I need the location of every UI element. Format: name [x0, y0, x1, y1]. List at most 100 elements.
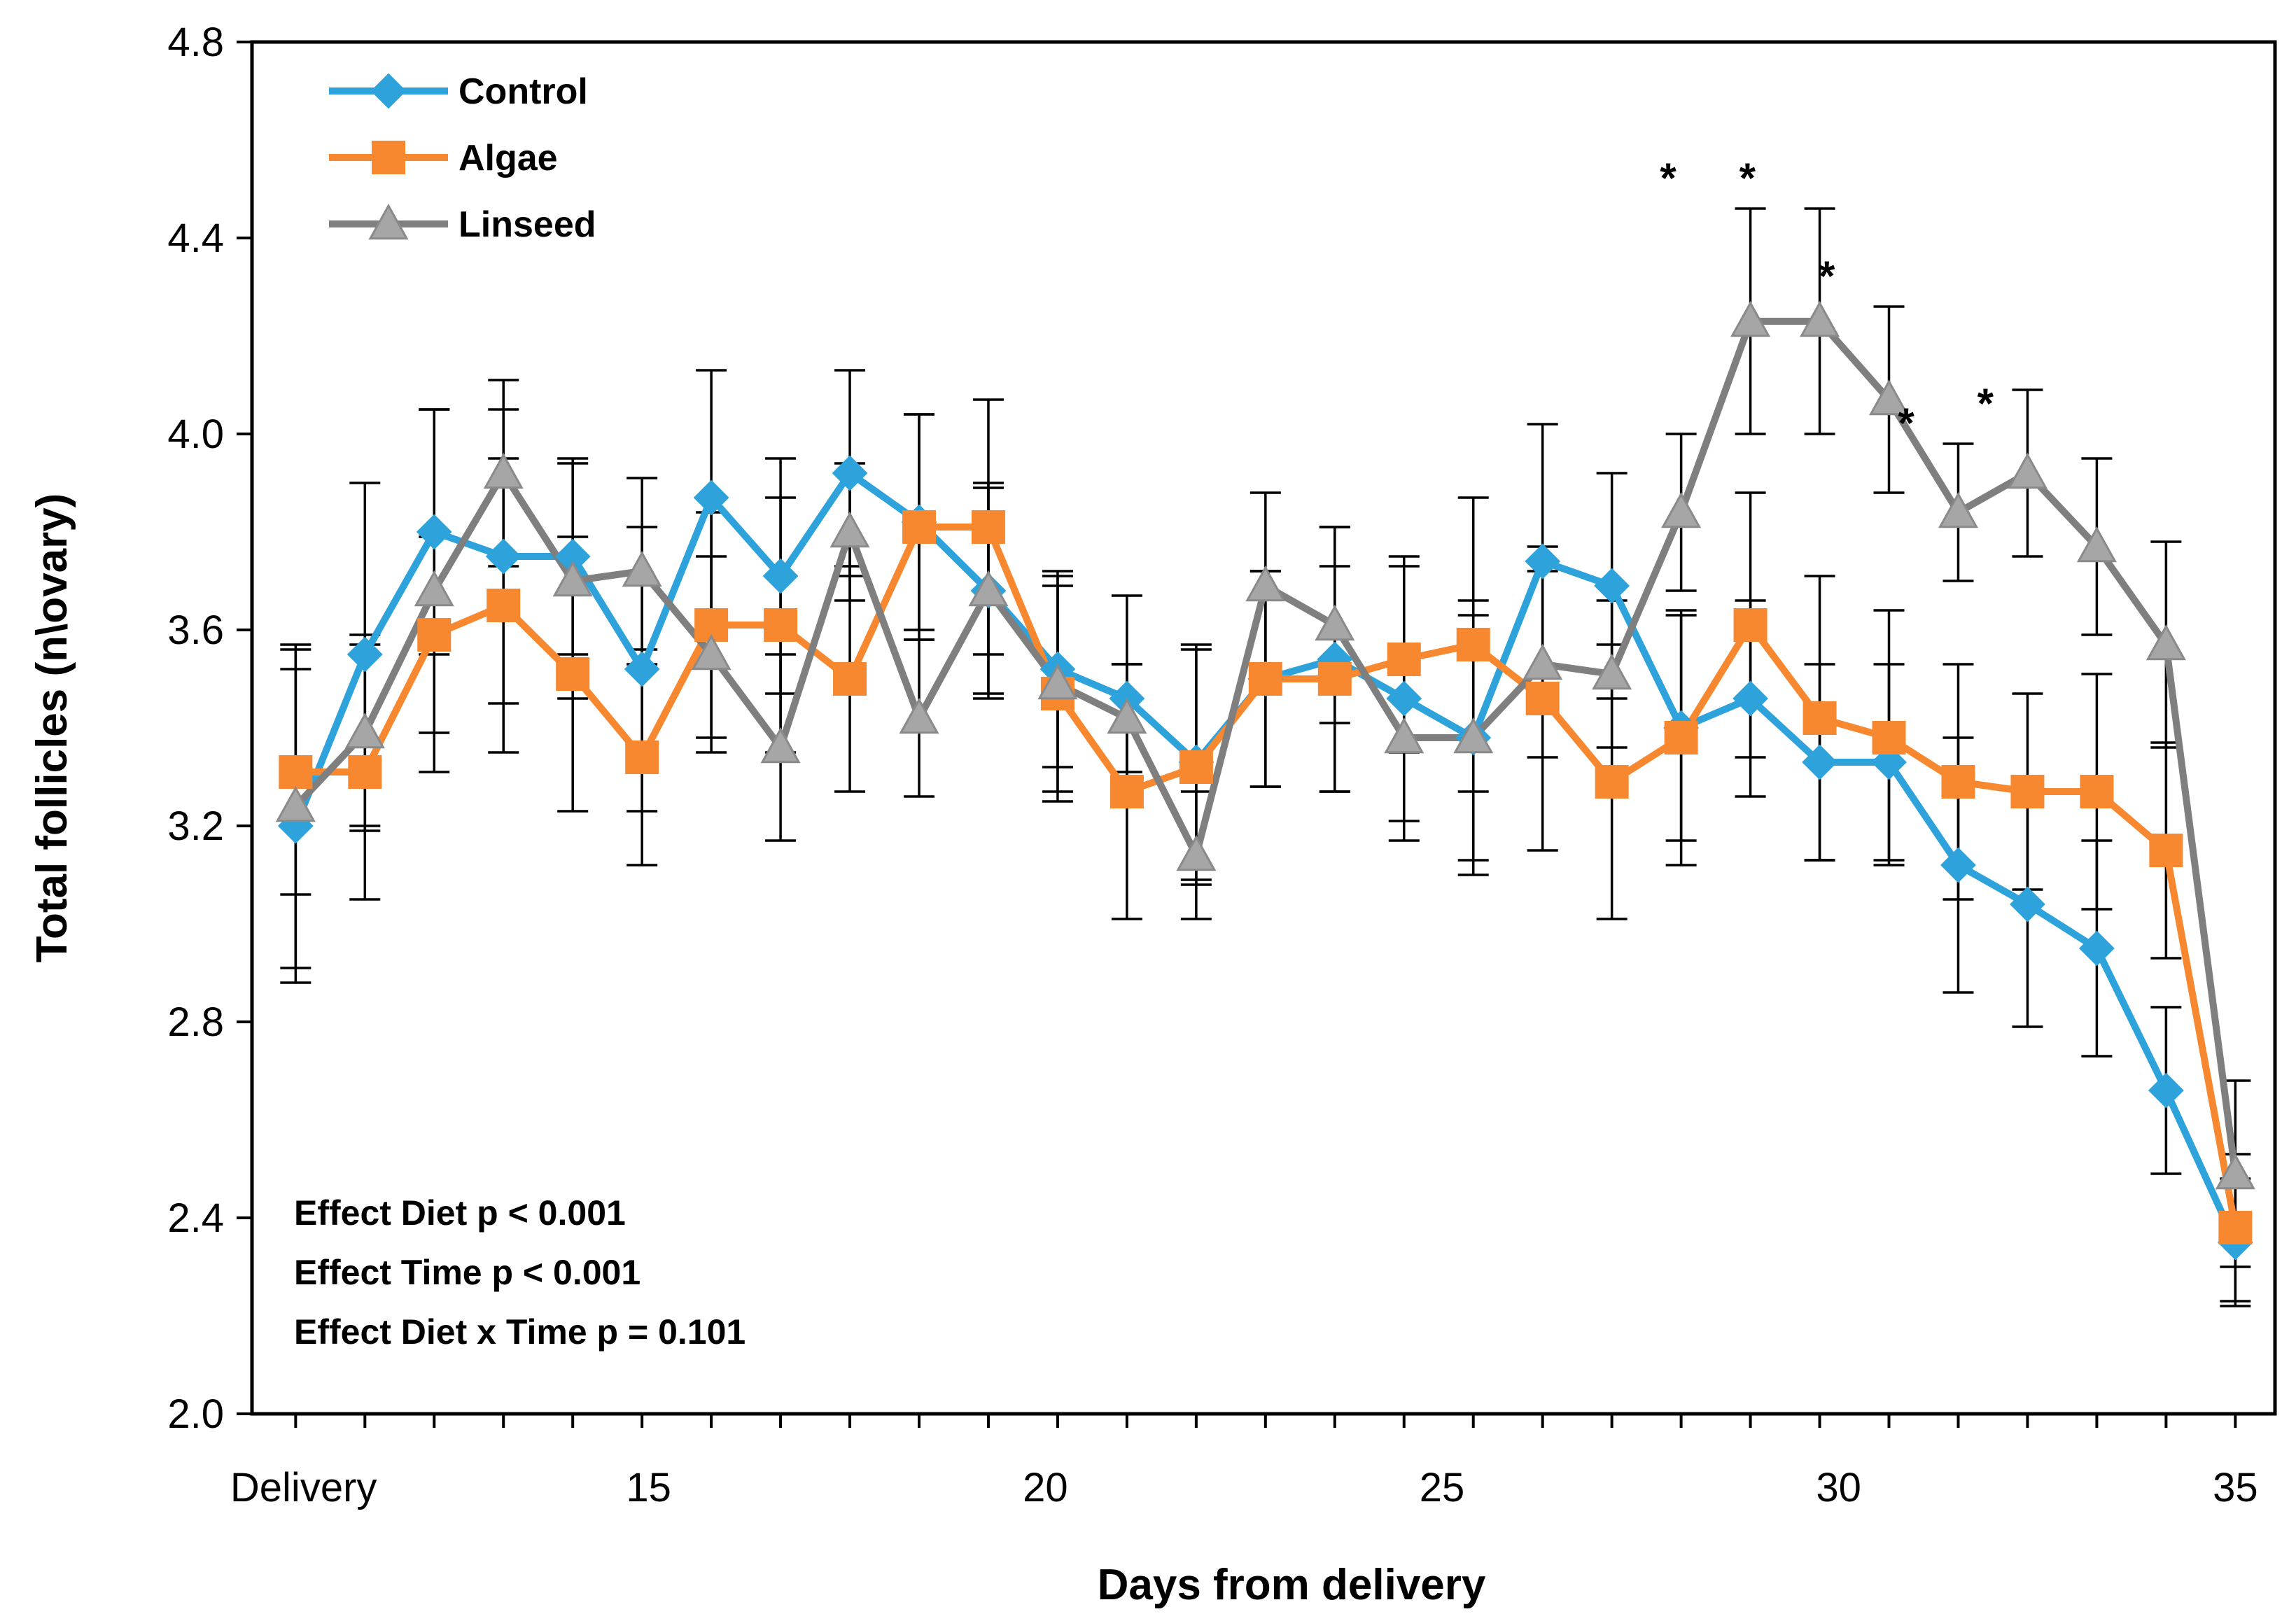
significance-marker: * [1977, 380, 1994, 427]
data-point-algae [556, 657, 590, 691]
legend-marker-control [370, 73, 407, 109]
data-point-algae [2218, 1211, 2253, 1244]
data-point-linseed [483, 452, 524, 489]
data-point-control [2148, 1072, 2184, 1109]
data-point-algae [625, 741, 659, 774]
x-tick-label: 15 [626, 1465, 671, 1510]
data-point-algae [1733, 608, 1768, 642]
data-point-linseed [1522, 643, 1563, 680]
data-point-linseed [1592, 653, 1632, 690]
y-tick-label: 3.6 [167, 608, 224, 653]
data-point-algae [1317, 662, 1352, 696]
data-point-algae [833, 662, 867, 696]
data-point-algae [417, 618, 451, 652]
significance-marker: * [1740, 155, 1756, 202]
data-point-algae [1179, 750, 1213, 784]
data-point-linseed [2076, 526, 2117, 563]
data-point-linseed [760, 727, 801, 764]
legend-marker-algae [372, 141, 405, 174]
data-point-algae [1525, 682, 1560, 715]
y-tick-label: 2.8 [167, 999, 224, 1045]
data-point-linseed [552, 560, 593, 597]
data-point-control [693, 479, 729, 516]
data-point-linseed [1384, 717, 1424, 754]
significance-marker: * [1660, 155, 1676, 202]
data-point-linseed [1868, 379, 1910, 416]
data-point-linseed [2215, 1153, 2255, 1190]
data-point-algae [902, 510, 937, 544]
data-point-algae [1387, 643, 1421, 676]
y-tick-label: 3.2 [167, 804, 224, 849]
data-point-algae [2149, 834, 2183, 867]
data-point-linseed [1453, 717, 1494, 754]
data-point-linseed [1938, 491, 1979, 528]
data-point-algae [1802, 701, 1837, 735]
data-point-algae [486, 589, 521, 622]
data-point-linseed [691, 633, 732, 671]
data-point-control [346, 636, 383, 673]
data-point-algae [764, 608, 798, 642]
data-point-algae [2080, 775, 2114, 808]
y-axis-title: Total follicles (n\ovary) [28, 493, 76, 963]
stats-annotation: Effect Diet x Time p = 0.101 [294, 1312, 746, 1352]
data-point-linseed [1315, 604, 1355, 641]
data-point-control [2010, 886, 2045, 922]
axes: 2.0 2.4 2.8 3.2 3.6 4.0 4.4 4.8 Delivery 15 20 25 30… [167, 20, 2277, 1510]
data-point-linseed [1176, 834, 1217, 871]
annotations: * * * * * Effect Diet p < 0.001 Effect Time p … [294, 155, 1994, 1352]
data-point-linseed [1037, 663, 1078, 700]
y-tick-label: 4.4 [167, 216, 224, 261]
legend-marker-linseed [368, 203, 409, 240]
data-point-linseed [968, 570, 1009, 607]
series-markers [275, 300, 2255, 1261]
data-point-control [1386, 680, 1422, 717]
data-point-linseed [1107, 697, 1147, 734]
x-tick-label: 35 [2213, 1465, 2258, 1510]
data-point-control [2078, 930, 2115, 967]
data-point-algae [1941, 765, 1975, 799]
data-point-control [1594, 568, 1630, 604]
stats-annotation: Effect Diet p < 0.001 [294, 1193, 626, 1233]
data-point-algae [2010, 775, 2045, 808]
y-tick-label: 4.0 [167, 412, 224, 457]
data-point-linseed [344, 712, 385, 749]
data-point-linseed [1730, 300, 1771, 337]
data-point-control [1525, 543, 1561, 580]
plot-frame [250, 40, 2277, 1416]
x-tick-label: 30 [1816, 1465, 1861, 1510]
data-point-control [832, 455, 868, 491]
x-tick-label: Delivery [230, 1465, 377, 1510]
legend: Control Algae Linseed [329, 71, 596, 245]
data-point-control [624, 651, 660, 687]
y-tick-label: 2.4 [167, 1195, 224, 1241]
data-point-linseed [622, 550, 662, 587]
data-point-algae [1872, 721, 1906, 755]
legend-label-control: Control [458, 71, 588, 112]
data-point-linseed [1799, 300, 1840, 337]
data-point-algae [1456, 628, 1490, 661]
data-point-algae [1110, 775, 1144, 808]
data-point-control [1940, 847, 1976, 883]
data-point-algae [279, 755, 313, 789]
data-point-control [485, 538, 522, 575]
data-point-control [1732, 680, 1768, 717]
y-tick-label: 2.0 [167, 1391, 224, 1437]
data-point-linseed [830, 511, 870, 548]
significance-marker: * [1819, 253, 1835, 300]
data-point-linseed [899, 697, 939, 734]
data-point-algae [1248, 662, 1282, 696]
data-point-algae [971, 510, 1005, 544]
x-tick-label: 20 [1023, 1465, 1068, 1510]
data-point-control [1802, 744, 1837, 780]
x-axis-title: Days from delivery [1098, 1561, 1486, 1609]
data-point-linseed [414, 570, 454, 607]
data-point-control [416, 514, 452, 550]
error-bars [280, 207, 2251, 1307]
data-point-linseed [275, 785, 316, 822]
x-tick-label: 25 [1420, 1465, 1465, 1510]
stats-annotation: Effect Time p < 0.001 [294, 1253, 640, 1292]
legend-label-algae: Algae [458, 138, 558, 178]
data-point-algae [1664, 721, 1698, 755]
